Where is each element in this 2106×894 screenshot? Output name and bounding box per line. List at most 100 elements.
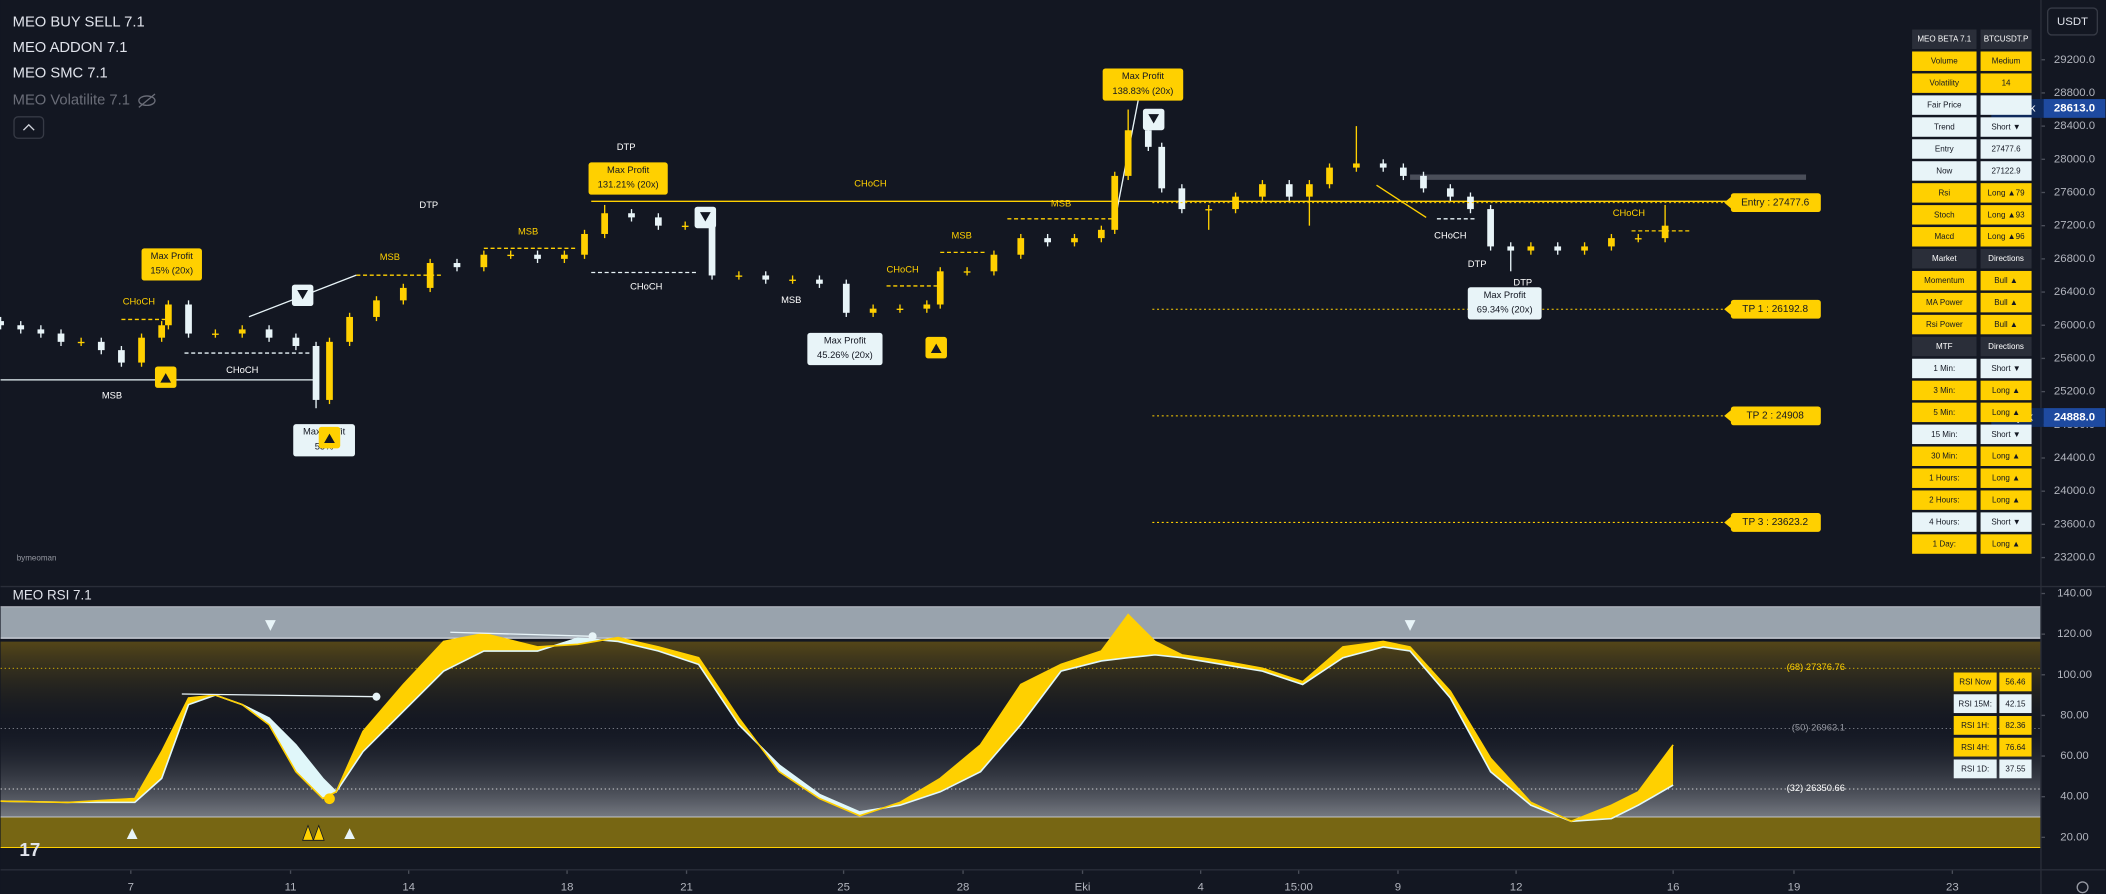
table-text: MEO BETA 7.1 [1917,35,1971,44]
y-tick-label: 26000.0 [2054,319,2095,331]
candle-body [312,345,320,400]
candle-body [1353,163,1360,168]
settings-icon[interactable] [2076,881,2089,894]
profit-box [588,162,668,195]
annotation: MSB [1051,198,1071,209]
candle-body [1581,246,1588,251]
x-tick-label: 7 [128,881,134,893]
table-text: Long ▲79 [1988,188,2026,197]
candle-body [581,233,588,255]
table-text: BTCUSDT.P [1984,35,2029,44]
table-text: 5 Min: [1933,408,1955,417]
table-cell [1912,73,1977,93]
table-text: RSI 1D: [1961,765,1989,774]
indicator-name[interactable]: MEO Volatilite 7.1 [13,93,130,109]
candle-body [1158,146,1166,189]
table-text: Short ▼ [1991,364,2020,373]
table-text: Directions [1988,342,2024,351]
y-tick-label: 25200.0 [2054,386,2095,398]
candle-body [212,333,219,335]
table-text: 2 Hours: [1929,496,1959,505]
annotation: DTP [1468,258,1487,269]
table-cell [1980,205,2032,225]
annotation: DTP [617,141,636,152]
currency-button[interactable] [2047,7,2099,36]
candle-body [1285,184,1293,197]
table-text: Long ▲ [1992,408,2020,417]
candle-body [1097,229,1105,239]
table-cell [1912,336,1977,357]
table-text: Fair Price [1927,101,1962,110]
y-tick-label: 23600.0 [2054,518,2095,530]
y-tick-label: 27200.0 [2054,220,2095,232]
annotation: MSB [518,226,538,237]
table-cell [1999,737,2032,757]
y-tick-label: 25600.0 [2054,352,2095,364]
candle-body [923,304,931,309]
table-text: Macd [1934,232,1954,241]
profit-box [807,332,883,366]
target-tag [1730,406,1821,426]
x-tick-label: 12 [1510,881,1523,893]
author: bymeoman [17,554,57,563]
price-tag [2043,99,2106,118]
buy-icon [324,433,335,443]
candle-body [1527,246,1535,251]
x-tick-label: 16 [1667,881,1680,893]
table-text: 4 Hours: [1929,518,1959,527]
rsi-signal [126,828,138,839]
target-tag [1724,409,1733,423]
table-text: Long ▲96 [1988,232,2026,241]
candle-body [138,337,145,363]
indicator-name[interactable]: MEO SMC 7.1 [13,66,108,82]
structure-line [1376,184,1427,219]
candle-body [681,225,689,228]
table-text: 1 Day: [1933,540,1956,549]
x-tick-label: 15:00 [1284,881,1313,893]
table-text: Momentum [1924,276,1965,285]
table-cell [1912,117,1977,137]
table-cell [1912,205,1977,225]
candle-body [265,329,273,338]
rsi-line [0,637,1674,823]
table-text: RSI 15M: [1958,699,1992,708]
candle-body [1446,188,1454,197]
table-text: Short ▼ [1991,430,2020,439]
table-text: RSI Now [1959,678,1991,687]
price-tag [2043,408,2106,427]
annotation: Max Profit [824,334,867,345]
annotation: DTP [1513,277,1532,288]
rsi-level-label: (50) 26963.1 [1792,721,1845,732]
logo[interactable]: 17 [19,839,40,860]
annotation: Max Profit [1484,289,1527,300]
table-cell [1999,759,2032,779]
annotation: 131.21% (20x) [598,179,659,190]
collapse-button[interactable] [13,116,45,139]
price-tag-value: 28613.0 [2054,102,2095,114]
y-tick-label: 27600.0 [2054,187,2095,199]
indicator-name[interactable]: MEO RSI 7.1 [13,588,92,603]
candle-body [165,304,172,326]
y-tick-label: 120.00 [2057,628,2092,640]
table-cell [1980,161,2032,181]
target-tag [1724,195,1733,210]
hide-icon[interactable] [138,95,156,107]
table-text: RSI 1H: [1961,721,1989,730]
profit-box [141,248,202,281]
x-tick-label: 14 [402,881,415,893]
collapse-icon [22,123,35,131]
table-text: Directions [1988,254,2024,263]
table-cell [1980,380,2032,401]
table-cell [1980,29,2032,49]
annotation: CHoCH [1434,230,1466,241]
table-text: 42.15 [2005,699,2026,708]
indicator-name[interactable]: MEO ADDON 7.1 [13,40,128,56]
candle-body [762,275,770,280]
currency[interactable]: USDT [2057,16,2088,28]
candle-body [1608,238,1615,247]
indicator-name[interactable]: MEO BUY SELL 7.1 [13,15,145,31]
table-text: 30 Min: [1931,452,1957,461]
sell-icon [699,212,711,222]
table-cell [1980,402,2032,423]
candle-body [601,213,609,234]
